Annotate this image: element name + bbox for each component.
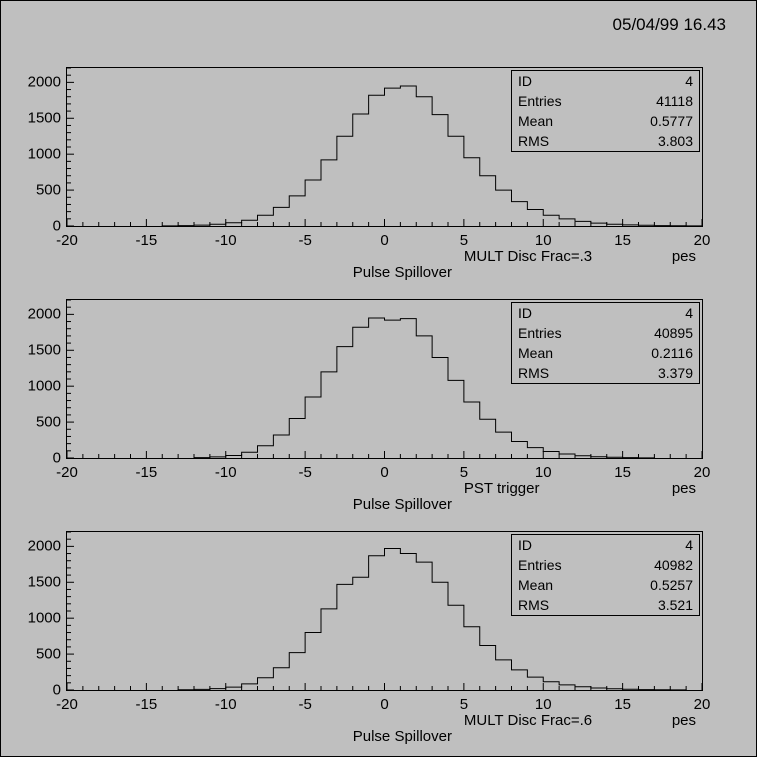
stats-value: 40895	[654, 323, 693, 343]
stats-row: RMS 3.379	[512, 363, 699, 383]
x-tick-label: 0	[380, 696, 388, 713]
stats-row: Entries 41118	[512, 91, 699, 111]
x-tick-label: -15	[136, 696, 158, 713]
x-tick-label: 5	[460, 464, 468, 481]
axis-unit: pes	[672, 480, 696, 497]
timestamp: 05/04/99 16.43	[613, 15, 726, 35]
stats-value: 4	[685, 535, 693, 555]
stats-key: RMS	[518, 363, 549, 383]
stats-value: 0.2116	[651, 343, 693, 363]
y-tick-label: 1000	[28, 610, 61, 627]
x-tick-label: -15	[136, 464, 158, 481]
stats-key: Entries	[518, 91, 562, 111]
histogram-panel: 0500100015002000-20-15-10-505101520ID4En…	[66, 531, 701, 691]
stats-value: 40982	[654, 555, 693, 575]
plot-title: Pulse Spillover	[353, 264, 452, 281]
stats-value: 4	[685, 303, 693, 323]
x-tick-label: 15	[614, 232, 631, 249]
stats-key: ID	[518, 535, 532, 555]
stats-key: Mean	[518, 111, 553, 131]
x-tick-label: 15	[614, 696, 631, 713]
x-tick-label: 20	[694, 232, 711, 249]
stats-key: Mean	[518, 575, 553, 595]
x-tick-label: -20	[56, 232, 78, 249]
x-tick-label: -5	[298, 696, 311, 713]
stats-box: ID 4 Entries 40895 Mean 0.2116 RMS 3.379	[511, 302, 700, 384]
axis-subtitle: MULT Disc Frac=.6	[464, 712, 592, 729]
stats-row: ID 4	[512, 71, 699, 91]
stats-key: Mean	[518, 343, 553, 363]
x-tick-label: -10	[215, 232, 237, 249]
y-tick-label: 1500	[28, 110, 61, 127]
x-tick-label: -10	[215, 464, 237, 481]
axis-unit: pes	[672, 248, 696, 265]
histogram-panel: 0500100015002000-20-15-10-505101520ID4En…	[66, 299, 701, 459]
x-tick-label: 0	[380, 232, 388, 249]
y-tick-label: 1500	[28, 342, 61, 359]
stats-row: Entries 40982	[512, 555, 699, 575]
x-tick-label: 5	[460, 232, 468, 249]
stats-row: Mean 0.5257	[512, 575, 699, 595]
y-tick-label: 2000	[28, 74, 61, 91]
stats-row: ID 4	[512, 303, 699, 323]
stats-row: RMS 3.803	[512, 131, 699, 151]
stats-key: ID	[518, 303, 532, 323]
plot-area: 0500100015002000-20-15-10-505101520ID4En…	[66, 531, 703, 691]
stats-row: Mean 0.5777	[512, 111, 699, 131]
x-tick-label: 5	[460, 696, 468, 713]
y-tick-label: 1000	[28, 378, 61, 395]
x-tick-label: -10	[215, 696, 237, 713]
stats-key: ID	[518, 71, 532, 91]
plot-title: Pulse Spillover	[353, 496, 452, 513]
stats-value: 3.379	[658, 363, 693, 383]
plot-area: 0500100015002000-20-15-10-505101520ID4En…	[66, 299, 703, 459]
x-tick-label: 15	[614, 464, 631, 481]
plot-title: Pulse Spillover	[353, 728, 452, 745]
y-tick-label: 500	[36, 182, 61, 199]
stats-value: 0.5257	[650, 575, 693, 595]
y-tick-label: 1500	[28, 574, 61, 591]
x-tick-label: 10	[535, 464, 552, 481]
stats-key: Entries	[518, 555, 562, 575]
x-tick-label: -20	[56, 464, 78, 481]
stats-value: 0.5777	[650, 111, 693, 131]
x-tick-label: 10	[535, 696, 552, 713]
axis-subtitle: PST trigger	[464, 480, 540, 497]
stats-value: 4	[685, 71, 693, 91]
stats-value: 3.521	[658, 595, 693, 615]
x-tick-label: 20	[694, 464, 711, 481]
x-tick-label: -5	[298, 464, 311, 481]
x-tick-label: 0	[380, 464, 388, 481]
y-tick-label: 2000	[28, 306, 61, 323]
x-tick-label: -15	[136, 232, 158, 249]
histogram-panel: 0500100015002000-20-15-10-505101520ID4En…	[66, 67, 701, 227]
axis-subtitle: MULT Disc Frac=.3	[464, 248, 592, 265]
y-tick-label: 500	[36, 646, 61, 663]
stats-box: ID 4 Entries 41118 Mean 0.5777 RMS 3.803	[511, 70, 700, 152]
y-tick-label: 2000	[28, 538, 61, 555]
stats-row: Mean 0.2116	[512, 343, 699, 363]
stats-row: Entries 40895	[512, 323, 699, 343]
stats-row: RMS 3.521	[512, 595, 699, 615]
x-tick-label: -5	[298, 232, 311, 249]
x-tick-label: 10	[535, 232, 552, 249]
stats-box: ID 4 Entries 40982 Mean 0.5257 RMS 3.521	[511, 534, 700, 616]
stats-key: RMS	[518, 131, 549, 151]
x-tick-label: 20	[694, 696, 711, 713]
stats-row: ID 4	[512, 535, 699, 555]
stats-value: 41118	[656, 91, 693, 111]
axis-unit: pes	[672, 712, 696, 729]
y-tick-label: 500	[36, 414, 61, 431]
plot-area: 0500100015002000-20-15-10-505101520ID4En…	[66, 67, 703, 227]
stats-key: Entries	[518, 323, 562, 343]
stats-key: RMS	[518, 595, 549, 615]
y-tick-label: 1000	[28, 146, 61, 163]
stats-value: 3.803	[658, 131, 693, 151]
x-tick-label: -20	[56, 696, 78, 713]
